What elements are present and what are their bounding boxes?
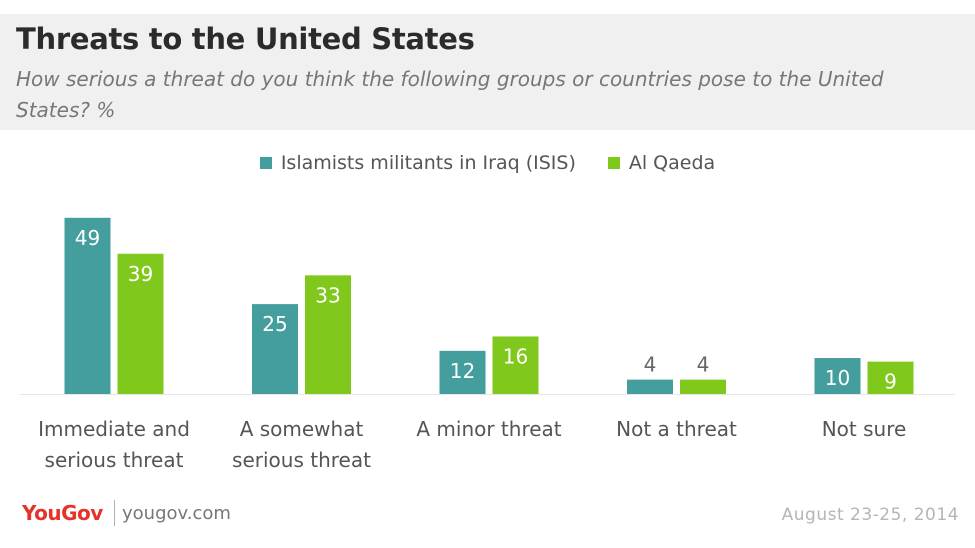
data-label-series-0-cat-4: 10 <box>825 366 850 390</box>
category-label-2-line-0: A minor threat <box>416 417 561 441</box>
chart-legend: Islamists militants in Iraq (ISIS) Al Qa… <box>0 152 975 174</box>
data-label-series-0-cat-2: 12 <box>450 359 475 383</box>
yougov-logo: YouGov <box>22 501 103 525</box>
bar-series-0-cat-1 <box>252 304 298 394</box>
category-label-4-line-0: Not sure <box>822 417 907 441</box>
legend-label-isis: Islamists militants in Iraq (ISIS) <box>280 152 576 174</box>
data-label-series-1-cat-4: 9 <box>884 370 897 394</box>
data-label-series-0-cat-1: 25 <box>262 312 287 336</box>
category-label-0-line-1: serious threat <box>45 448 184 472</box>
data-label-series-0-cat-0: 49 <box>75 226 100 250</box>
bar-series-1-cat-2 <box>492 336 539 394</box>
bar-series-1-cat-0 <box>117 253 164 394</box>
footer-date: August 23-25, 2014 <box>781 505 959 525</box>
data-label-series-1-cat-0: 39 <box>128 262 153 286</box>
chart-subtitle: How serious a threat do you think the fo… <box>16 67 884 122</box>
category-label-3-line-0: Not a threat <box>616 417 737 441</box>
data-label-series-1-cat-1: 33 <box>315 283 340 307</box>
bar-series-0-cat-4 <box>814 358 861 394</box>
bar-series-0-cat-3 <box>627 379 673 394</box>
footer-site-link[interactable]: yougov.com <box>122 503 231 524</box>
chart-header: Threats to the United States How serious… <box>0 14 975 130</box>
category-label-1-line-0: A somewhat <box>240 417 364 441</box>
data-label-series-1-cat-2: 16 <box>503 344 528 368</box>
legend-item-isis: Islamists militants in Iraq (ISIS) <box>259 152 576 174</box>
legend-label-al-qaeda: Al Qaeda <box>628 152 716 174</box>
legend-swatch-al-qaeda <box>607 157 620 169</box>
legend-item-al-qaeda: Al Qaeda <box>607 152 716 174</box>
data-label-series-1-cat-3: 4 <box>697 353 710 377</box>
category-label-1-line-1: serious threat <box>232 448 371 472</box>
chart-title: Threats to the United States <box>16 22 475 56</box>
data-label-series-0-cat-3: 4 <box>644 353 657 377</box>
bar-series-1-cat-3 <box>680 379 726 394</box>
bar-series-1-cat-1 <box>305 275 351 394</box>
category-label-0-line-0: Immediate and <box>38 417 190 441</box>
footer-divider <box>114 500 115 526</box>
bar-series-1-cat-4 <box>867 361 914 394</box>
bar-series-0-cat-0 <box>64 217 111 394</box>
legend-swatch-isis <box>259 157 272 169</box>
bar-series-0-cat-2 <box>439 350 486 394</box>
